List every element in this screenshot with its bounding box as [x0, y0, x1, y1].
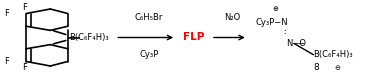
Text: C₆H₅Br: C₆H₅Br: [135, 14, 163, 22]
Text: N−O: N−O: [286, 39, 307, 48]
Text: FLP: FLP: [183, 32, 204, 43]
Text: F: F: [4, 57, 9, 66]
Text: F: F: [22, 3, 27, 12]
Text: −: −: [297, 39, 304, 48]
Text: F: F: [22, 63, 27, 72]
Text: ∶: ∶: [283, 28, 286, 37]
Text: N₂O: N₂O: [224, 14, 240, 22]
Text: 8: 8: [313, 63, 319, 72]
Text: F: F: [4, 9, 9, 18]
Text: ⊖: ⊖: [335, 64, 341, 70]
Text: Cy₃P: Cy₃P: [139, 50, 159, 59]
Text: B(C₆F₄H)₃: B(C₆F₄H)₃: [69, 33, 108, 42]
Text: Cy₃P−N: Cy₃P−N: [255, 18, 288, 27]
Text: B(C₆F₄H)₃: B(C₆F₄H)₃: [313, 50, 353, 59]
Text: ⊕: ⊕: [272, 6, 279, 12]
